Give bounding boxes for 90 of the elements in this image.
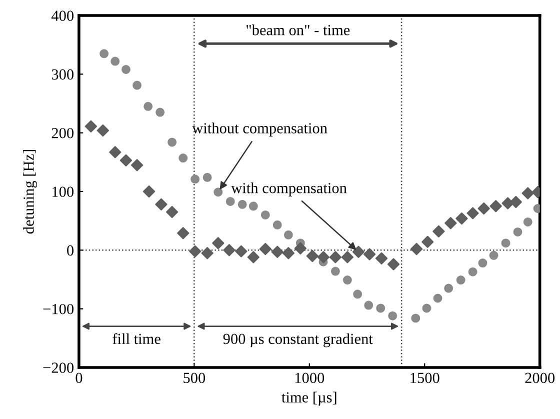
annotation: without compensation [192, 122, 328, 137]
point [247, 251, 260, 264]
x-tick-label: 1000 [295, 372, 324, 384]
y-tick-label: 300 [52, 69, 74, 80]
point [284, 230, 293, 240]
point [342, 276, 352, 285]
point [142, 185, 156, 198]
point [121, 64, 130, 74]
point [513, 227, 522, 236]
annotation: "beam on" - time [246, 24, 350, 36]
point [466, 207, 479, 220]
point [306, 250, 318, 262]
point [388, 311, 398, 320]
point [201, 247, 214, 260]
point [294, 242, 306, 254]
annotation: fill time [112, 333, 160, 344]
point [260, 210, 270, 220]
point [96, 124, 109, 137]
point [130, 159, 144, 172]
point [387, 258, 400, 270]
y-tick-label: 100 [52, 186, 74, 197]
point [235, 245, 248, 258]
x-tick-label: 2000 [525, 372, 555, 384]
point [353, 290, 362, 299]
point [478, 202, 490, 215]
point [456, 212, 468, 225]
point [433, 294, 442, 303]
x-tick-label: 0 [76, 372, 82, 384]
point [238, 200, 247, 209]
point [190, 174, 200, 184]
point [212, 237, 224, 250]
point [522, 187, 534, 200]
point [223, 244, 236, 256]
point [341, 251, 354, 264]
point [248, 202, 258, 211]
x-tick-label: 500 [184, 372, 206, 384]
y-tick-label: 400 [51, 10, 74, 21]
point [168, 138, 177, 147]
point [410, 242, 423, 256]
point [109, 146, 122, 158]
point [329, 251, 342, 264]
point [226, 196, 235, 206]
point [444, 284, 454, 293]
point [317, 251, 330, 264]
annotation: with compensation [231, 182, 347, 196]
point [490, 200, 502, 212]
point [202, 172, 212, 182]
point [444, 217, 457, 230]
y-tick-label: 200 [52, 128, 74, 138]
point [144, 102, 153, 111]
x-tick-label: 1500 [410, 372, 440, 384]
x-axis-title: time [µs] [282, 392, 336, 406]
point [271, 246, 284, 258]
point [330, 266, 340, 276]
point [84, 120, 98, 132]
point [501, 238, 510, 248]
point [100, 49, 109, 58]
point [456, 276, 466, 285]
point [120, 154, 132, 166]
point [166, 206, 178, 218]
point [422, 236, 434, 248]
point [352, 246, 365, 258]
point [156, 108, 165, 117]
annotation: 900 µs constant gradient [223, 333, 373, 348]
point [411, 314, 420, 323]
point [478, 258, 488, 268]
point [155, 198, 168, 210]
point [259, 242, 272, 256]
y-tick-label: 0 [67, 245, 74, 256]
point [178, 154, 188, 163]
point [110, 56, 120, 66]
y-axis-title: detuning [Hz] [23, 150, 38, 234]
point [214, 188, 223, 197]
y-tick-label: −100 [43, 304, 74, 314]
point [364, 300, 374, 310]
point [375, 252, 388, 264]
point [189, 245, 202, 258]
point [376, 304, 386, 313]
point [468, 267, 478, 276]
point [272, 220, 282, 230]
point [489, 250, 498, 260]
point [363, 248, 376, 260]
point [177, 227, 190, 240]
point [132, 80, 142, 90]
point [282, 247, 295, 260]
point [422, 304, 432, 313]
point [432, 225, 445, 238]
point [510, 196, 522, 208]
y-tick-label: −200 [43, 362, 74, 373]
point [523, 217, 532, 226]
